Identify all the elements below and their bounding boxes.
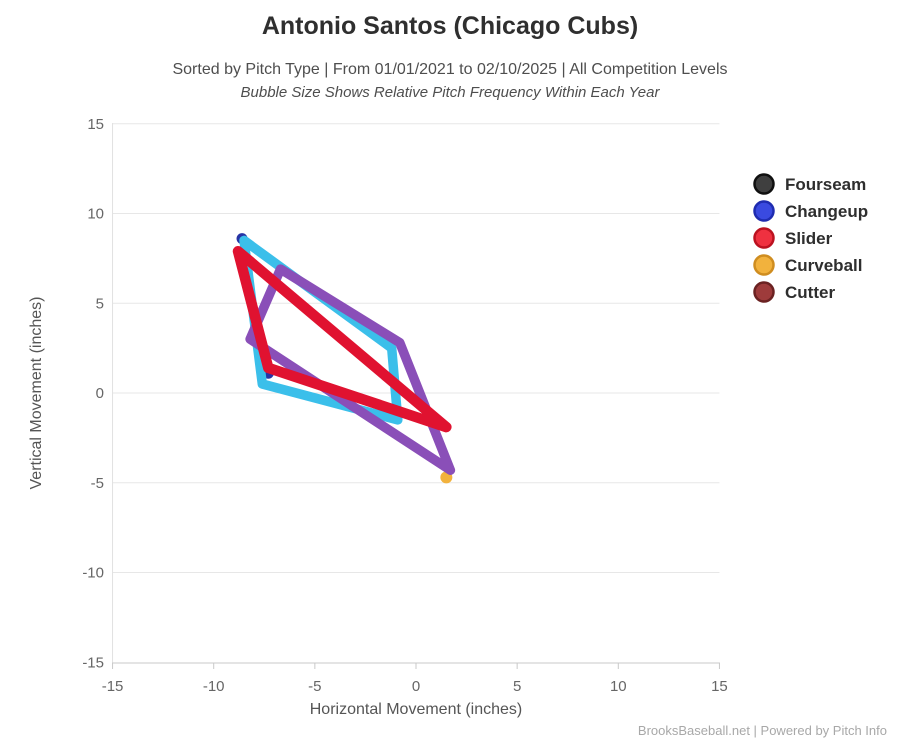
- chart-subtitle: Sorted by Pitch Type | From 01/01/2021 t…: [172, 61, 728, 78]
- legend-item-changeup[interactable]: Changeup: [753, 200, 869, 222]
- legend-item-fourseam[interactable]: Fourseam: [753, 173, 867, 195]
- y-tick-label: -5: [91, 475, 104, 492]
- x-tick-label: 10: [610, 678, 627, 695]
- cutter-swatch-icon: [753, 281, 775, 303]
- legend-item-slider[interactable]: Slider: [753, 227, 833, 249]
- x-tick-label: 15: [711, 678, 728, 695]
- chart-title: Antonio Santos (Chicago Cubs): [261, 12, 639, 40]
- fourseam-swatch-icon: [753, 173, 775, 195]
- x-tick-label: -15: [102, 678, 124, 695]
- legend-label-fourseam: Fourseam: [785, 175, 866, 194]
- legend-label-changeup: Changeup: [785, 202, 868, 221]
- slider-swatch-icon: [753, 227, 775, 249]
- y-tick-label: 0: [96, 385, 104, 402]
- legend-item-cutter[interactable]: Cutter: [753, 281, 836, 303]
- legend-item-curveball[interactable]: Curveball: [753, 254, 863, 276]
- x-tick-label: 5: [513, 678, 521, 695]
- purple-movement-polygon[interactable]: [245, 264, 456, 475]
- legend-label-cutter: Cutter: [785, 283, 835, 302]
- legend-label-slider: Slider: [785, 229, 833, 248]
- legend-label-curveball: Curveball: [785, 256, 862, 275]
- x-tick-label: -10: [203, 678, 225, 695]
- y-tick-label: 5: [96, 295, 104, 312]
- y-tick-label: 10: [87, 206, 104, 223]
- y-tick-label: 15: [87, 116, 104, 133]
- x-axis-title: Horizontal Movement (inches): [309, 701, 523, 718]
- chart-subtitle-note: Bubble Size Shows Relative Pitch Frequen…: [240, 84, 660, 101]
- y-tick-label: -15: [82, 654, 104, 671]
- y-tick-label: -10: [82, 565, 104, 582]
- red-movement-polygon[interactable]: [232, 245, 452, 433]
- curveball-swatch-icon: [753, 254, 775, 276]
- x-tick-label: -5: [308, 678, 321, 695]
- y-axis-title: Vertical Movement (inches): [28, 296, 45, 490]
- credit-footer: BrooksBaseball.net | Powered by Pitch In…: [637, 723, 887, 738]
- x-tick-label: 0: [412, 678, 420, 695]
- changeup-swatch-icon: [753, 200, 775, 222]
